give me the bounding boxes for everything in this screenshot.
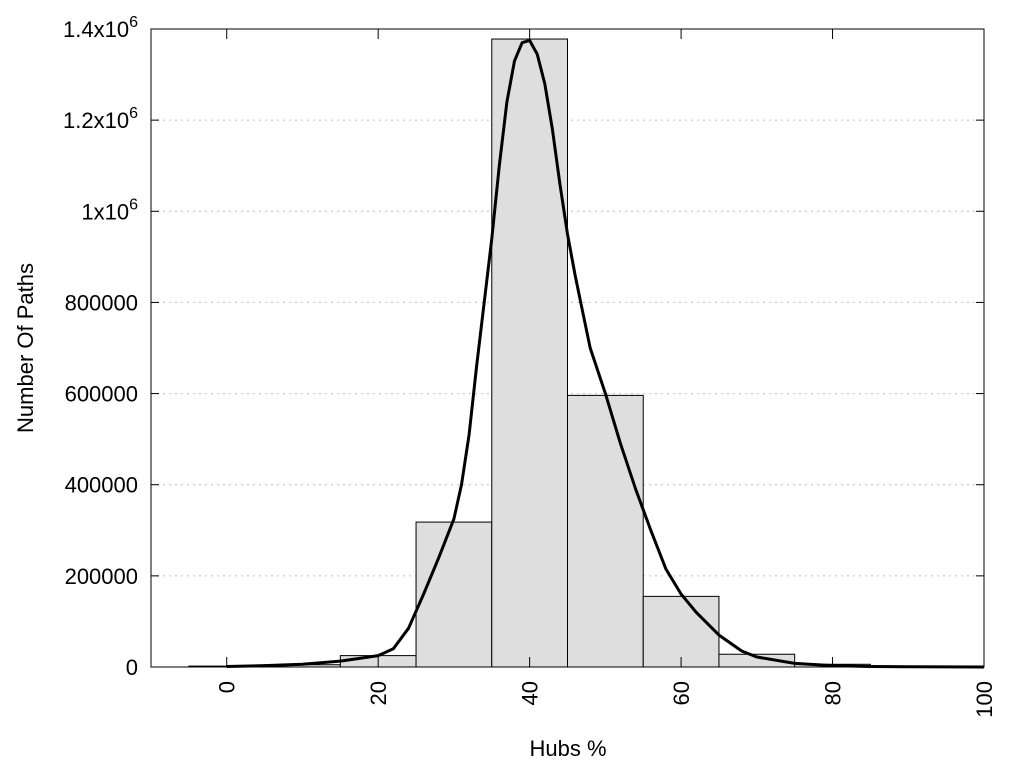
y-tick-label: 600000 [65, 382, 138, 407]
histogram-bar [415, 521, 493, 668]
x-tick-label: 20 [366, 681, 391, 705]
histogram-bar [642, 595, 720, 668]
x-tick-label: 40 [518, 681, 543, 705]
fit-curve-layer [226, 38, 985, 669]
y-tick-labels: 0 200000 400000 600000 800000 1x106 1.2x106 1.4… [63, 14, 138, 680]
y-tick-label: 1x106 [81, 196, 138, 224]
y-tick-label: 1.4x106 [63, 14, 138, 42]
histogram-bars [188, 38, 985, 668]
fit-curve [226, 38, 985, 669]
y-tick-label: 400000 [65, 473, 138, 498]
x-tick-labels: 0 20 40 60 80 100 [215, 681, 997, 718]
axis-ticks [151, 28, 985, 668]
y-axis-title: Number Of Paths [13, 263, 38, 433]
y-tick-label: 1.2x106 [63, 105, 138, 133]
y-tick-label: 0 [126, 655, 138, 680]
histogram-bar [567, 394, 644, 668]
plot-frame [150, 28, 985, 668]
x-tick-label: 80 [821, 681, 846, 705]
y-tick-label: 200000 [65, 564, 138, 589]
x-tick-label: 60 [669, 681, 694, 705]
x-tick-label: 100 [972, 681, 997, 718]
x-tick-label: 0 [215, 681, 240, 693]
x-axis-title: Hubs % [529, 736, 606, 761]
y-tick-label: 800000 [65, 290, 138, 315]
gridlines [151, 119, 984, 577]
